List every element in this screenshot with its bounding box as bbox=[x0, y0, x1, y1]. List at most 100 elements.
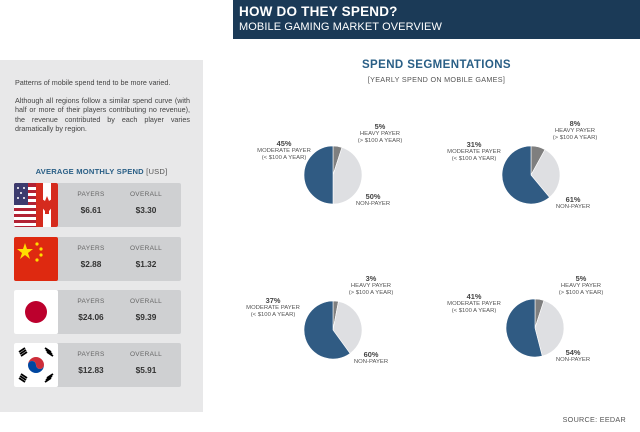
slice-moderate-payer bbox=[332, 147, 363, 205]
overall-value: $9.39 bbox=[135, 312, 157, 322]
moderate-range: (< $100 A YEAR) bbox=[451, 308, 497, 314]
payers-value: $24.06 bbox=[78, 312, 104, 322]
overall-label: OVERALL bbox=[129, 191, 163, 198]
heavy-caption: HEAVY PAYER bbox=[560, 283, 602, 289]
left-panel: Patterns of mobile spend tend to be more… bbox=[0, 60, 203, 412]
pie-us-canada-non-label: 50% NON-PAYER bbox=[351, 192, 395, 208]
overall-label: OVERALL bbox=[129, 245, 163, 252]
non-caption: NON-PAYER bbox=[353, 359, 389, 365]
heavy-caption: HEAVY PAYER bbox=[554, 128, 596, 134]
overall-col: OVERALL $3.30 bbox=[121, 191, 171, 215]
moderate-caption: MODERATE PAYER bbox=[447, 301, 501, 307]
non-caption: NON-PAYER bbox=[355, 201, 391, 207]
non-caption: NON-PAYER bbox=[555, 357, 591, 363]
non-pct: 50% bbox=[365, 192, 381, 201]
pie-korea bbox=[505, 298, 565, 358]
spend-row-china: PAYERS $2.88 OVERALL $1.32 bbox=[14, 237, 181, 281]
payers-label: PAYERS bbox=[77, 351, 105, 358]
moderate-range: (< $100 A YEAR) bbox=[250, 312, 296, 318]
moderate-range: (< $100 A YEAR) bbox=[261, 155, 307, 161]
non-caption: NON-PAYER bbox=[555, 204, 591, 210]
non-pct: 61% bbox=[565, 195, 581, 204]
moderate-caption: MODERATE PAYER bbox=[447, 149, 501, 155]
segmentation-title: SPEND SEGMENTATIONS bbox=[361, 59, 512, 71]
source-note: SOURCE: EEDAR bbox=[562, 415, 626, 424]
payers-label: PAYERS bbox=[77, 298, 105, 305]
slice-moderate-payer bbox=[534, 300, 565, 357]
intro-paragraph-1: Patterns of mobile spend tend to be more… bbox=[15, 78, 171, 87]
slice-non-payer bbox=[303, 300, 351, 360]
pie-us-canada bbox=[303, 145, 363, 205]
moderate-range: (< $100 A YEAR) bbox=[451, 156, 497, 162]
heavy-pct: 3% bbox=[365, 274, 377, 283]
china-flag bbox=[14, 237, 58, 281]
overall-col: OVERALL $5.91 bbox=[121, 351, 171, 375]
heavy-caption: HEAVY PAYER bbox=[350, 283, 392, 289]
avg-spend-title: AVERAGE MONTHLY SPEND [USD] bbox=[0, 167, 203, 176]
slice-non-payer bbox=[505, 298, 543, 358]
pie-japan-heavy-label: 8% HEAVY PAYER (> $100 A YEAR) bbox=[545, 119, 605, 142]
overall-value: $5.91 bbox=[135, 365, 157, 375]
moderate-caption: MODERATE PAYER bbox=[257, 148, 311, 154]
pie-china-heavy-label: 3% HEAVY PAYER (> $100 A YEAR) bbox=[341, 274, 401, 297]
overall-value: $3.30 bbox=[135, 205, 157, 215]
page-subtitle: MOBILE GAMING MARKET OVERVIEW bbox=[239, 21, 442, 33]
overall-label: OVERALL bbox=[129, 298, 163, 305]
moderate-pct: 45% bbox=[276, 139, 292, 148]
payers-col: PAYERS $2.88 bbox=[66, 245, 116, 269]
pie-china-non-label: 60% NON-PAYER bbox=[349, 350, 393, 366]
pie-us-canada-heavy-label: 5% HEAVY PAYER (> $100 A YEAR) bbox=[350, 122, 410, 145]
intro-paragraph-2: Although all regions follow a similar sp… bbox=[15, 96, 190, 133]
moderate-caption: MODERATE PAYER bbox=[246, 305, 300, 311]
heavy-pct: 8% bbox=[569, 119, 581, 128]
pie-korea-non-label: 54% NON-PAYER bbox=[551, 348, 595, 364]
overall-value: $1.32 bbox=[135, 259, 157, 269]
spend-row-us-canada: PAYERS $6.61 OVERALL $3.30 bbox=[14, 183, 181, 227]
pie-japan-non-label: 61% NON-PAYER bbox=[551, 195, 595, 211]
japan-flag bbox=[14, 290, 58, 334]
payers-col: PAYERS $24.06 bbox=[66, 298, 116, 322]
pie-korea-moderate-label: 41% MODERATE PAYER (< $100 A YEAR) bbox=[444, 292, 504, 315]
moderate-pct: 41% bbox=[466, 292, 482, 301]
overall-col: OVERALL $9.39 bbox=[121, 298, 171, 322]
us-canada-flag bbox=[14, 183, 58, 227]
payers-col: PAYERS $12.83 bbox=[66, 351, 116, 375]
korea-flag bbox=[14, 343, 58, 387]
heavy-range: (> $100 A YEAR) bbox=[357, 138, 403, 144]
page-title: HOW DO THEY SPEND? bbox=[239, 4, 398, 19]
spend-row-japan: PAYERS $24.06 OVERALL $9.39 bbox=[14, 290, 181, 334]
spend-row-korea: PAYERS $12.83 OVERALL $5.91 bbox=[14, 343, 181, 387]
pie-us-canada-moderate-label: 45% MODERATE PAYER (< $100 A YEAR) bbox=[255, 139, 313, 162]
non-pct: 54% bbox=[565, 348, 581, 357]
overall-col: OVERALL $1.32 bbox=[121, 245, 171, 269]
payers-value: $12.83 bbox=[78, 365, 104, 375]
heavy-range: (> $100 A YEAR) bbox=[348, 290, 394, 296]
heavy-range: (> $100 A YEAR) bbox=[558, 290, 604, 296]
slice-moderate-payer bbox=[332, 301, 363, 354]
avg-spend-unit: [USD] bbox=[146, 167, 168, 176]
pie-china bbox=[303, 300, 363, 360]
pie-korea-heavy-label: 5% HEAVY PAYER (> $100 A YEAR) bbox=[551, 274, 611, 297]
pie-japan-moderate-label: 31% MODERATE PAYER (< $100 A YEAR) bbox=[444, 140, 504, 163]
non-pct: 60% bbox=[363, 350, 379, 359]
moderate-pct: 37% bbox=[265, 296, 281, 305]
segmentation-subtitle: [YEARLY SPEND ON MOBILE GAMES] bbox=[367, 75, 506, 84]
overall-label: OVERALL bbox=[129, 351, 163, 358]
slice-non-payer bbox=[501, 145, 550, 205]
slice-moderate-payer bbox=[530, 149, 561, 198]
payers-value: $6.61 bbox=[80, 205, 102, 215]
pie-china-moderate-label: 37% MODERATE PAYER (< $100 A YEAR) bbox=[243, 296, 303, 319]
payers-label: PAYERS bbox=[77, 191, 105, 198]
header-banner: HOW DO THEY SPEND? MOBILE GAMING MARKET … bbox=[233, 0, 640, 39]
heavy-pct: 5% bbox=[575, 274, 587, 283]
slice-non-payer bbox=[303, 145, 334, 205]
heavy-range: (> $100 A YEAR) bbox=[552, 135, 598, 141]
moderate-pct: 31% bbox=[466, 140, 482, 149]
payers-value: $2.88 bbox=[80, 259, 102, 269]
heavy-pct: 5% bbox=[374, 122, 386, 131]
intro-text: Patterns of mobile spend tend to be more… bbox=[15, 78, 190, 142]
payers-label: PAYERS bbox=[77, 245, 105, 252]
heavy-caption: HEAVY PAYER bbox=[359, 131, 401, 137]
pie-japan bbox=[501, 145, 561, 205]
payers-col: PAYERS $6.61 bbox=[66, 191, 116, 215]
